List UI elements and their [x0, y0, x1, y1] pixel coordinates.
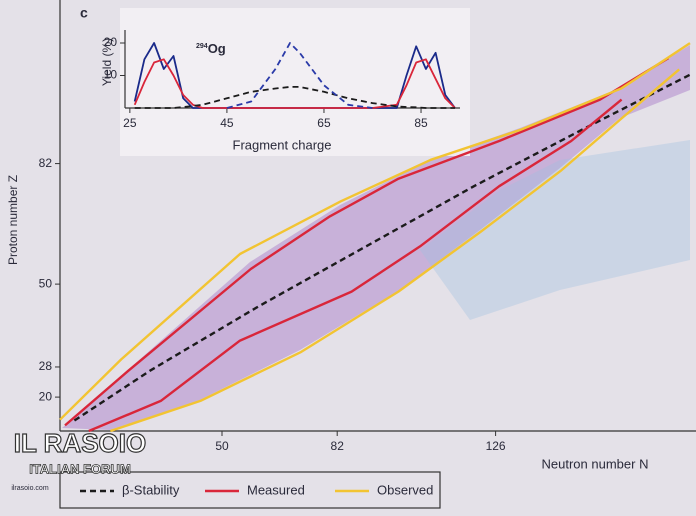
legend-box: [59, 471, 441, 509]
y-axis-label: Yield (%): [100, 38, 114, 86]
y-tick-label: 82: [39, 156, 53, 170]
x-tick-label: 65: [317, 116, 331, 130]
watermark-site: ilrasoio.com: [11, 485, 49, 492]
x-axis-label: Fragment charge: [233, 137, 332, 152]
x-tick-label: 50: [215, 439, 229, 453]
legend-label: β-Stability: [122, 482, 180, 497]
legend-label: Measured: [247, 482, 305, 497]
inset-background: [120, 8, 470, 156]
x-tick-label: 126: [486, 439, 506, 453]
series-line: [226, 42, 373, 109]
y-tick-label: 20: [104, 35, 118, 49]
x-tick-label: 25: [123, 116, 137, 130]
legend-label: Observed: [377, 482, 433, 497]
title-symbol: Og: [208, 41, 226, 56]
watermark-subtitle: ITALIAN FORUM: [29, 461, 131, 476]
x-tick-label: 45: [220, 116, 234, 130]
inset-title: 294Og: [196, 41, 226, 56]
series-line: [133, 58, 456, 109]
watermark: IL RASOIO ITALIAN FORUM ilrasoio.com: [11, 427, 146, 492]
y-tick-label: 10: [104, 68, 118, 82]
y-tick-label: 50: [39, 276, 53, 290]
y-axis-label: Proton number Z: [6, 175, 20, 265]
x-tick-label: 85: [414, 116, 428, 130]
series-line: [134, 86, 455, 109]
nuclide-region: [62, 45, 690, 430]
title-mass: 294: [196, 43, 208, 50]
watermark-title: IL RASOIO: [14, 428, 146, 458]
x-axis-label: Neutron number N: [542, 456, 649, 471]
panel-label: c: [80, 5, 88, 21]
x-tick-label: 82: [331, 439, 345, 453]
series-line: [64, 57, 670, 433]
y-tick-label: 28: [39, 359, 53, 373]
y-tick-label: 20: [39, 389, 53, 403]
series-line: [59, 42, 691, 433]
series-line: [73, 73, 691, 422]
predicted-region: [420, 140, 690, 320]
